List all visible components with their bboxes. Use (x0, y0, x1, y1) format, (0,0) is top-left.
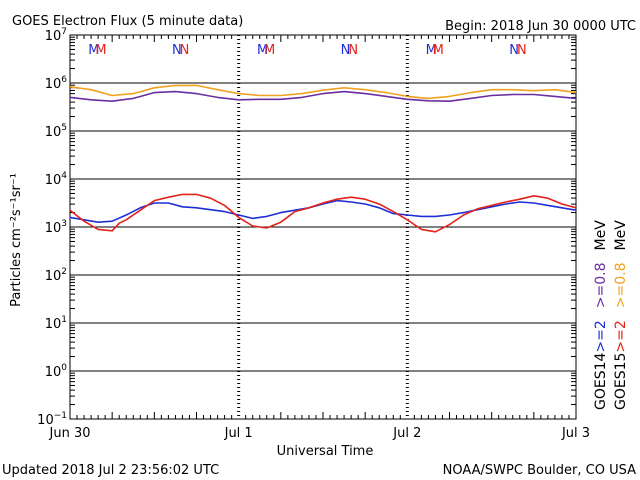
legend-entry: MeV (613, 220, 629, 251)
legend-entry: >=2 (613, 320, 629, 352)
mn-marker: M (264, 43, 275, 58)
mn-marker: N (509, 43, 519, 58)
mn-marker: M (95, 43, 106, 58)
y-tick-label: 101 (45, 315, 67, 332)
x-tick-label: Jul 1 (224, 426, 253, 441)
mn-marker: M (433, 43, 444, 58)
series-line (69, 84, 577, 100)
legend-column: GOES14>=2 >=0.8 MeV (593, 220, 609, 410)
mn-marker: N (341, 43, 351, 58)
y-tick-label: 106 (45, 75, 68, 92)
y-tick-label: 105 (45, 123, 67, 140)
legend-entry: >=0.8 (613, 262, 629, 308)
mn-marker: N (517, 43, 527, 58)
x-tick-label: Jul 2 (392, 426, 421, 441)
y-tick-label: 100 (45, 363, 68, 380)
mn-marker: N (180, 43, 190, 58)
series-line (69, 193, 577, 233)
legend-entry: MeV (593, 220, 609, 251)
updated-label: Updated 2018 Jul 2 23:56:02 UTC (2, 463, 219, 478)
legend-entry: >=2 (593, 320, 609, 352)
y-tick-label: 102 (45, 267, 67, 284)
series-line (69, 90, 577, 102)
series-line (69, 199, 577, 223)
x-axis-label: Universal Time (277, 444, 374, 459)
x-tick-label: Jun 30 (49, 426, 91, 441)
legend-column: GOES15>=2 >=0.8 MeV (613, 220, 629, 410)
y-tick-label: 107 (45, 27, 67, 44)
chart-title: GOES Electron Flux (5 minute data) (12, 14, 243, 29)
y-axis-label: Particles cm⁻²s⁻¹sr⁻¹ (9, 173, 24, 307)
mn-marker: N (348, 43, 358, 58)
y-tick-label: 104 (45, 171, 68, 188)
x-tick-label: Jul 3 (561, 426, 590, 441)
legend-satellite-label: GOES14 (593, 352, 609, 410)
mn-marker: M (257, 43, 268, 58)
begin-label: Begin: 2018 Jun 30 0000 UTC (445, 19, 636, 34)
y-tick-label: 103 (45, 219, 67, 236)
mn-marker: M (426, 43, 437, 58)
credit-label: NOAA/SWPC Boulder, CO USA (443, 463, 636, 478)
y-tick-label: 10−1 (37, 411, 67, 428)
legend-satellite-label: GOES15 (613, 353, 629, 410)
mn-marker: N (172, 43, 182, 58)
mn-marker: M (88, 43, 99, 58)
legend-entry: >=0.8 (593, 262, 609, 308)
